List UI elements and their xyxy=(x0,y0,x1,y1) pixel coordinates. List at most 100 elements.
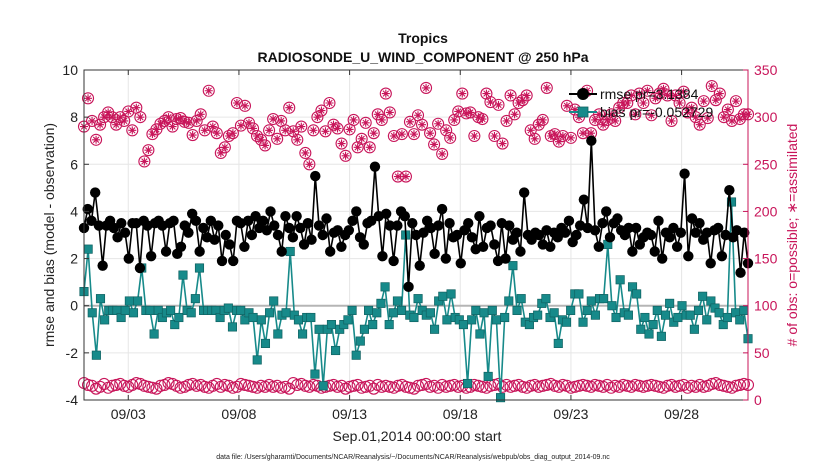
obs-possible-point xyxy=(532,380,545,393)
bias-point xyxy=(425,308,435,318)
obs-assimilated-point xyxy=(222,129,235,143)
obs-assimilated-star xyxy=(466,108,475,117)
obs-assimilated-ring xyxy=(339,149,352,162)
obs-assimilated-point xyxy=(729,95,742,108)
bias-point xyxy=(491,315,501,325)
rmse-point xyxy=(671,241,683,252)
obs-assimilated-star xyxy=(88,116,97,125)
rmse-point xyxy=(269,220,280,231)
obs-assimilated-ring xyxy=(403,115,417,128)
obs-assimilated-ring xyxy=(677,85,690,98)
obs-possible-point xyxy=(609,379,622,392)
obs-assimilated-ring xyxy=(158,114,171,127)
bias-point xyxy=(471,305,481,315)
rmse-point xyxy=(705,258,716,269)
obs-assimilated-ring xyxy=(194,108,207,121)
obs-possible-point xyxy=(210,377,223,391)
obs-assimilated-star xyxy=(599,120,608,129)
obs-assimilated-point xyxy=(190,114,203,127)
rmse-point xyxy=(261,225,272,236)
obs-assimilated-ring xyxy=(90,133,103,146)
obs-possible-point xyxy=(705,377,718,391)
bias-point xyxy=(376,298,386,308)
obs-assimilated-star xyxy=(337,139,346,148)
obs-assimilated-star xyxy=(333,124,342,133)
bias-point xyxy=(409,312,419,323)
rmse-point xyxy=(123,253,134,264)
obs-assimilated-star xyxy=(204,86,213,95)
obs-assimilated-point xyxy=(90,133,103,146)
y-tick-label-left: 8 xyxy=(70,109,78,125)
obs-assimilated-ring xyxy=(597,118,610,131)
bias-point xyxy=(252,355,262,365)
rmse-point xyxy=(332,225,343,236)
y-tick-label-right: 300 xyxy=(754,109,778,125)
obs-assimilated-ring xyxy=(226,127,239,140)
rmse-point xyxy=(578,194,590,205)
bias-point xyxy=(677,301,687,311)
obs-possible-point xyxy=(150,382,163,395)
obs-assimilated-ring xyxy=(532,118,545,131)
obs-assimilated-ring xyxy=(186,129,199,142)
rmse-point xyxy=(108,222,120,234)
bias-point xyxy=(388,308,398,318)
obs-assimilated-star xyxy=(184,118,193,127)
obs-assimilated-star xyxy=(715,89,724,98)
obs-assimilated-star xyxy=(285,103,294,112)
obs-assimilated-star xyxy=(120,116,129,125)
obs-assimilated-star xyxy=(538,115,547,124)
rmse-point xyxy=(739,227,750,238)
rmse-point xyxy=(444,218,455,229)
obs-assimilated-point xyxy=(540,81,553,94)
obs-possible-point xyxy=(367,382,380,395)
obs-assimilated-point xyxy=(528,132,541,145)
obs-assimilated-point xyxy=(717,111,730,124)
obs-assimilated-star xyxy=(418,120,427,129)
obs-assimilated-point xyxy=(271,132,284,145)
obs-assimilated-point xyxy=(536,113,549,127)
obs-assimilated-star xyxy=(244,118,253,127)
obs-possible-point xyxy=(174,381,187,394)
rmse-point xyxy=(649,246,660,257)
obs-assimilated-star xyxy=(639,99,648,107)
obs-assimilated-point xyxy=(154,117,167,130)
rmse-point xyxy=(623,222,634,234)
obs-assimilated-ring xyxy=(291,133,304,146)
rmse-point xyxy=(295,222,306,234)
rmse-point xyxy=(407,218,418,229)
obs-assimilated-star xyxy=(293,135,302,144)
rmse-point xyxy=(160,246,172,257)
obs-possible-point xyxy=(355,381,368,394)
obs-assimilated-star xyxy=(341,151,350,160)
obs-assimilated-star xyxy=(188,131,197,140)
obs-possible-point xyxy=(536,379,549,392)
obs-assimilated-star xyxy=(313,113,322,122)
obs-possible-point xyxy=(580,379,594,392)
obs-assimilated-ring xyxy=(516,94,529,107)
rmse-point xyxy=(560,227,571,238)
obs-assimilated-point xyxy=(307,124,320,137)
obs-assimilated-point xyxy=(347,113,360,127)
obs-assimilated-point xyxy=(367,127,380,140)
rmse-point xyxy=(552,232,563,243)
bias-point xyxy=(343,315,353,325)
obs-assimilated-point xyxy=(621,96,634,110)
obs-assimilated-point xyxy=(194,108,207,121)
y-tick-label-left: 6 xyxy=(70,156,78,172)
obs-assimilated-star xyxy=(446,133,455,142)
obs-possible-point xyxy=(637,380,650,393)
obs-assimilated-star xyxy=(132,103,141,112)
obs-assimilated-star xyxy=(731,97,740,106)
bias-point xyxy=(384,320,394,330)
obs-assimilated-star xyxy=(84,94,93,103)
bias-point xyxy=(281,308,291,318)
obs-assimilated-star xyxy=(651,94,660,103)
obs-assimilated-star xyxy=(353,143,362,152)
obs-possible-point xyxy=(649,379,662,392)
bias-point xyxy=(582,305,592,315)
bias-point xyxy=(693,305,704,315)
obs-possible-point xyxy=(154,379,167,392)
obs-possible-point xyxy=(411,379,425,392)
bias-point xyxy=(640,312,650,323)
obs-assimilated-point xyxy=(85,114,99,127)
